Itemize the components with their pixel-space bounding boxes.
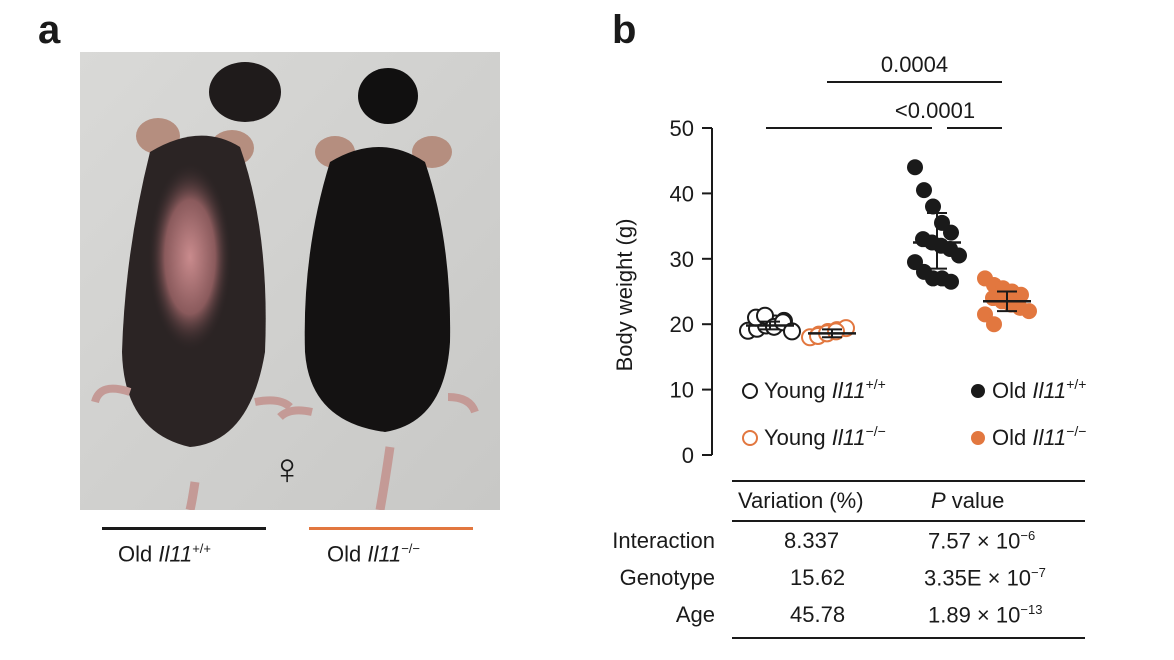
legend-item: Young Il11+/+ bbox=[742, 376, 886, 403]
table-header-p-value: P value bbox=[931, 488, 1005, 513]
data-point bbox=[943, 273, 959, 290]
legend-item: Young Il11−/− bbox=[742, 423, 886, 450]
data-group bbox=[907, 159, 967, 290]
female-symbol: ♀ bbox=[271, 445, 304, 494]
data-point bbox=[943, 224, 959, 241]
panel-letter-a: a bbox=[38, 8, 61, 52]
body-weight-chart: 0 10 20 30 40 50 Body weight (g) 0.0004 <0.000… bbox=[612, 52, 1086, 468]
data-point bbox=[783, 322, 801, 341]
data-point bbox=[1021, 303, 1037, 320]
legend-marker bbox=[971, 384, 985, 398]
data-point bbox=[916, 182, 932, 199]
data-point bbox=[951, 247, 967, 264]
legend-label: Young Il11−/− bbox=[764, 423, 886, 450]
table-row-label: Interaction bbox=[612, 528, 715, 553]
legend-item: Old Il11+/+ bbox=[971, 376, 1086, 403]
y-axis: 0 10 20 30 40 50 bbox=[670, 116, 713, 468]
comparison-brackets: 0.0004 <0.0001 bbox=[766, 52, 1002, 129]
y-tick-label: 40 bbox=[670, 181, 694, 206]
y-axis-label: Body weight (g) bbox=[612, 219, 637, 372]
legend-marker bbox=[971, 431, 985, 445]
legend-label: Young Il11+/+ bbox=[764, 376, 886, 403]
table-cell-p-value: 1.89 × 10−13 bbox=[928, 602, 1043, 628]
data-groups bbox=[739, 159, 1037, 347]
y-tick-label: 30 bbox=[670, 247, 694, 272]
y-tick-label: 50 bbox=[670, 116, 694, 141]
y-tick-label: 20 bbox=[670, 312, 694, 337]
data-group bbox=[801, 319, 856, 347]
legend-marker bbox=[742, 430, 758, 446]
table-header-rule bbox=[732, 520, 1085, 522]
table-cell-variation: 45.78 bbox=[790, 602, 846, 627]
data-point bbox=[907, 159, 923, 176]
panel-letter-b: b bbox=[612, 8, 637, 52]
table-header-variation: Variation (%) bbox=[738, 488, 864, 513]
legend: Young Il11+/+ Young Il11−/− Old Il11+/+ Old… bbox=[742, 376, 1086, 450]
data-point bbox=[925, 198, 941, 215]
data-group bbox=[977, 270, 1037, 333]
data-group bbox=[739, 306, 801, 341]
y-tick-label: 0 bbox=[682, 443, 694, 468]
legend-label: Old Il11+/+ bbox=[992, 376, 1086, 403]
mouse-knockout bbox=[277, 68, 479, 510]
legend-item: Old Il11−/− bbox=[971, 423, 1086, 450]
table-cell-p-value: 7.57 × 10−6 bbox=[928, 528, 1036, 554]
y-tick-label: 10 bbox=[670, 378, 694, 403]
genotype-label-wild-type: Old Il11+/+ bbox=[118, 541, 211, 567]
table-cell-p-value: 3.35E × 10−7 bbox=[924, 565, 1046, 591]
legend-marker bbox=[742, 383, 758, 399]
table-row-label: Age bbox=[675, 602, 715, 627]
data-point bbox=[986, 316, 1002, 333]
mice-photo: ♀ bbox=[80, 52, 500, 510]
genotype-label-knockout: Old Il11−/− bbox=[327, 541, 420, 567]
table-row-label: Genotype bbox=[619, 565, 715, 590]
genotype-line-wild-type bbox=[102, 527, 266, 530]
genotype-line-knockout bbox=[309, 527, 473, 530]
table-cell-variation: 8.337 bbox=[784, 528, 840, 553]
table-cell-variation: 15.62 bbox=[790, 565, 846, 590]
legend-label: Old Il11−/− bbox=[992, 423, 1086, 450]
table-bottom-rule bbox=[732, 637, 1085, 639]
table-top-rule bbox=[732, 480, 1085, 482]
mouse-wild-type bbox=[91, 62, 293, 510]
comparison-p-label: 0.0004 bbox=[881, 52, 948, 77]
comparison-p-label: <0.0001 bbox=[895, 98, 975, 123]
